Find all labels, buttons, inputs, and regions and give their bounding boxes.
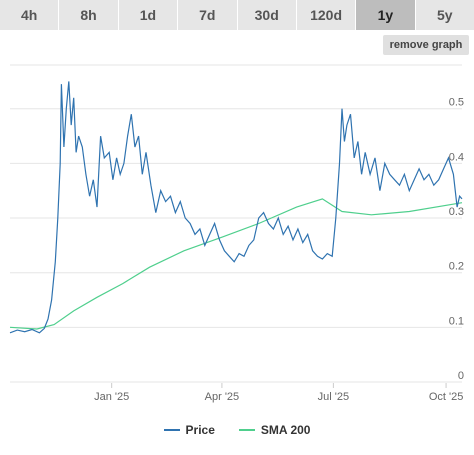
tab-1y[interactable]: 1y bbox=[356, 0, 416, 30]
x-tick-label: Apr '25 bbox=[205, 391, 240, 403]
y-tick-label: 0.4 bbox=[449, 151, 464, 163]
y-tick-label: 0.3 bbox=[449, 206, 464, 218]
legend-item-sma-200[interactable]: SMA 200 bbox=[238, 420, 311, 440]
x-axis-ticks: Jan '25 Apr '25 Jul '25 Oct '25 bbox=[94, 383, 463, 403]
series-line-price bbox=[9, 81, 463, 334]
tab-120d[interactable]: 120d bbox=[296, 0, 357, 30]
price-chart: 0 0.1 0.2 0.3 0.4 0.5 Jan '25 Apr '25 Jul '25 Oc… bbox=[9, 64, 464, 403]
legend-swatch-price bbox=[163, 429, 180, 431]
y-tick-label: 0 bbox=[458, 370, 464, 382]
y-tick-label: 0.5 bbox=[449, 97, 464, 109]
x-tick-label: Jul '25 bbox=[318, 391, 349, 403]
tab-1d[interactable]: 1d bbox=[118, 0, 179, 30]
tab-7d[interactable]: 7d bbox=[178, 0, 238, 30]
y-axis-ticks: 0 0.1 0.2 0.3 0.4 0.5 bbox=[449, 97, 464, 382]
y-tick-label: 0.1 bbox=[449, 315, 464, 327]
legend-swatch-sma-200 bbox=[238, 429, 255, 431]
x-tick-label: Oct '25 bbox=[429, 391, 464, 403]
y-tick-label: 0.2 bbox=[449, 261, 464, 273]
legend-item-price[interactable]: Price bbox=[163, 420, 215, 440]
legend-label-price: Price bbox=[185, 423, 215, 437]
x-tick-label: Jan '25 bbox=[94, 391, 129, 403]
tab-5y[interactable]: 5y bbox=[415, 0, 474, 30]
timeframe-tabs: 4h 8h 1d 7d 30d 120d 1y 5y bbox=[0, 0, 474, 30]
legend-label-sma-200: SMA 200 bbox=[260, 423, 311, 437]
series-line-sma-200 bbox=[9, 198, 463, 330]
legend: Price SMA 200 bbox=[0, 420, 474, 440]
tab-30d[interactable]: 30d bbox=[237, 0, 297, 30]
grid-lines bbox=[10, 64, 462, 383]
remove-graph-button[interactable]: remove graph bbox=[383, 35, 469, 55]
tab-8h[interactable]: 8h bbox=[59, 0, 119, 30]
tab-4h[interactable]: 4h bbox=[0, 0, 60, 30]
